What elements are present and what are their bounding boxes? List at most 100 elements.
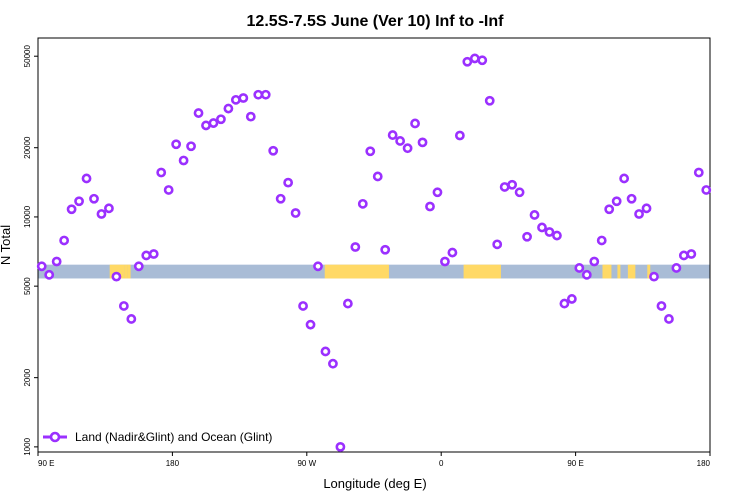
data-point [641,203,652,214]
data-point [626,193,637,204]
data-point [664,314,674,324]
chart-title: 12.5S-7.5S June (Ver 10) Inf to -Inf [247,13,505,30]
data-point [566,294,577,304]
land-segment [602,264,612,279]
data-point [350,242,361,252]
data-point [298,301,308,311]
land-segment [647,264,651,279]
y-tick-label: 10000 [23,205,32,228]
data-point [619,173,630,184]
data-point [133,261,144,272]
data-point [156,167,167,178]
legend: Land (Nadir&Glint) and Ocean (Glint) [43,430,272,444]
data-point [611,196,622,207]
legend-marker [49,431,61,443]
data-point [335,441,346,452]
data-point [425,201,435,212]
data-point [253,89,264,100]
data-point [81,173,92,184]
data-points [36,53,712,452]
y-tick-label: 50000 [23,45,32,68]
plot-frame [37,37,711,453]
data-point [171,139,182,150]
data-point [283,177,294,188]
data-point [634,209,644,219]
data-point [275,193,286,204]
data-point [268,145,279,156]
x-tick-label: 0 [439,459,444,468]
data-point [447,247,458,258]
data-point [492,239,503,250]
data-point [544,227,555,237]
x-tick-label: 180 [166,459,180,468]
data-point [96,209,107,219]
data-point [649,271,659,282]
data-point [328,358,338,369]
data-point [522,231,532,242]
data-point [118,301,129,311]
data-point [559,298,570,309]
data-point [462,56,473,67]
data-point [305,319,316,330]
data-point [290,208,301,218]
data-point [74,196,84,207]
data-point [365,146,376,157]
x-tick-label: 90 W [297,459,316,468]
data-point [44,269,55,280]
x-axis: 90 E 180 90 W 0 90 E 180 [37,452,711,468]
data-point [432,187,443,198]
data-point [111,271,122,282]
data-point [59,235,70,246]
data-point [104,203,114,214]
data-point [395,136,406,146]
data-point [417,137,428,148]
data-point [141,250,152,261]
data-point [477,55,488,66]
data-point [574,263,585,273]
data-point [245,111,256,122]
data-point [186,141,196,152]
data-point [686,249,697,259]
data-point [596,235,607,246]
data-point [223,103,234,114]
data-point [693,167,704,178]
data-point [208,118,219,128]
data-point [410,118,420,129]
data-point [604,204,615,215]
data-point [357,198,368,209]
land-segment [124,264,128,279]
land-segment [627,264,636,279]
data-point [36,261,47,272]
data-point [380,244,391,255]
data-point [402,143,413,154]
data-point [320,346,331,357]
data-point [238,93,249,103]
data-point [387,130,398,140]
x-axis-label: Longitude (deg E) [323,476,426,491]
x-tick-label: 90 E [567,459,583,468]
data-point [230,94,241,105]
data-point [454,130,465,141]
surface-band [38,264,710,279]
data-point [678,250,689,261]
data-point [163,185,174,195]
data-point [499,182,510,192]
legend-label: Land (Nadir&Glint) and Ocean (Glint) [75,430,272,444]
data-point [216,114,226,125]
y-tick-label: 1000 [23,437,32,455]
data-point [440,256,450,267]
x-tick-label: 90 E [38,459,54,468]
data-point [671,263,682,273]
data-point [260,89,271,100]
y-tick-label: 5000 [23,277,32,295]
data-point [514,187,525,198]
data-point [89,193,99,204]
data-point [581,269,592,280]
data-point [66,204,77,215]
x-tick-label: 180 [697,459,711,468]
data-point [51,256,62,267]
data-point [372,171,383,182]
data-point [701,185,712,195]
land-segment [463,264,501,279]
